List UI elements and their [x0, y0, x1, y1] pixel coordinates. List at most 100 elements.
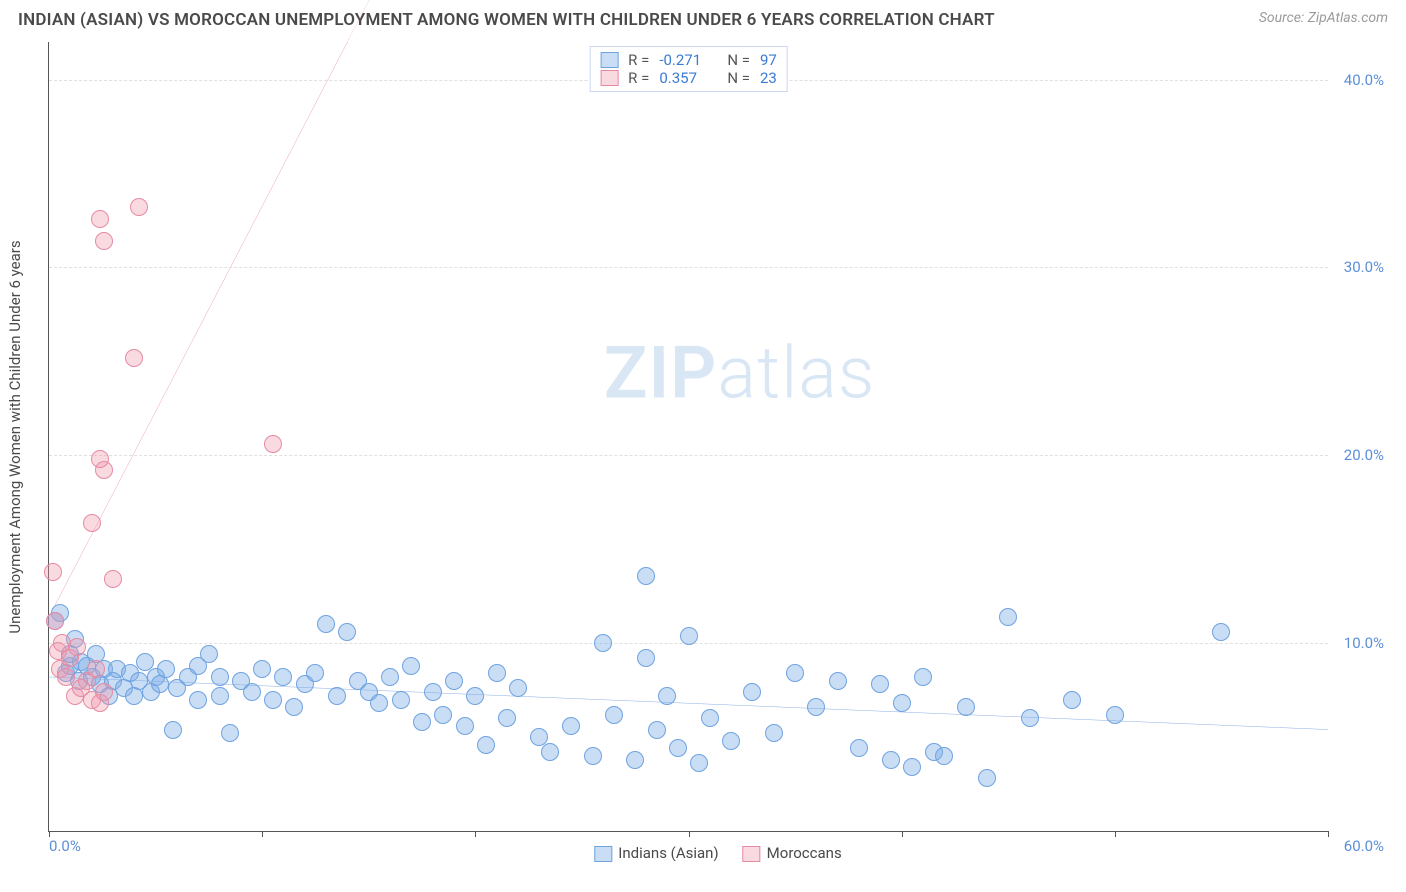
scatter-point-indian — [626, 751, 644, 769]
scatter-point-indian — [253, 660, 271, 678]
scatter-point-indian — [743, 683, 761, 701]
scatter-point-indian — [488, 664, 506, 682]
scatter-point-indian — [338, 623, 356, 641]
scatter-point-indian — [701, 709, 719, 727]
scatter-point-indian — [424, 683, 442, 701]
x-tick-label: 0.0% — [49, 837, 81, 855]
scatter-point-indian — [285, 698, 303, 716]
x-tick — [902, 831, 903, 837]
gridline — [49, 267, 1328, 268]
scatter-point-indian — [999, 608, 1017, 626]
gridline — [49, 455, 1328, 456]
scatter-point-indian — [765, 724, 783, 742]
scatter-point-indian — [211, 668, 229, 686]
x-tick — [262, 831, 263, 837]
series-legend: Indians (Asian) Moroccans — [594, 844, 841, 862]
legend-item-moroccan: Moroccans — [743, 844, 842, 862]
scatter-point-indian — [264, 691, 282, 709]
scatter-point-indian — [243, 683, 261, 701]
scatter-point-indian — [669, 739, 687, 757]
legend-row-indian: R =-0.271N =97 — [600, 51, 777, 69]
scatter-point-indian — [434, 706, 452, 724]
scatter-point-indian — [562, 717, 580, 735]
correlation-legend: R =-0.271N =97R =0.357N =23 — [589, 46, 788, 92]
scatter-point-indian — [541, 743, 559, 761]
scatter-point-indian — [658, 687, 676, 705]
scatter-point-moroccan — [46, 612, 64, 630]
scatter-point-moroccan — [87, 660, 105, 678]
trend-lines — [49, 42, 1328, 831]
x-tick-label: 60.0% — [1344, 837, 1384, 855]
scatter-point-indian — [328, 687, 346, 705]
scatter-point-moroccan — [68, 638, 86, 656]
scatter-point-indian — [189, 691, 207, 709]
plot-region: ZIPatlas R =-0.271N =97R =0.357N =23 Une… — [48, 42, 1328, 832]
scatter-point-indian — [466, 687, 484, 705]
x-tick — [689, 831, 690, 837]
scatter-point-indian — [978, 769, 996, 787]
scatter-point-indian — [274, 668, 292, 686]
scatter-point-indian — [903, 758, 921, 776]
scatter-point-indian — [786, 664, 804, 682]
scatter-point-indian — [637, 567, 655, 585]
scatter-point-indian — [509, 679, 527, 697]
scatter-point-indian — [882, 751, 900, 769]
scatter-point-indian — [381, 668, 399, 686]
scatter-point-indian — [211, 687, 229, 705]
scatter-point-indian — [370, 694, 388, 712]
legend-item-indian: Indians (Asian) — [594, 844, 718, 862]
scatter-point-indian — [456, 717, 474, 735]
scatter-point-indian — [477, 736, 495, 754]
scatter-point-indian — [1106, 706, 1124, 724]
scatter-point-indian — [722, 732, 740, 750]
scatter-point-indian — [221, 724, 239, 742]
scatter-point-indian — [306, 664, 324, 682]
scatter-point-indian — [1021, 709, 1039, 727]
scatter-point-indian — [498, 709, 516, 727]
scatter-point-indian — [594, 634, 612, 652]
scatter-point-moroccan — [91, 210, 109, 228]
scatter-point-indian — [637, 649, 655, 667]
scatter-point-indian — [957, 698, 975, 716]
x-tick — [1328, 831, 1329, 837]
y-tick-label: 30.0% — [1344, 258, 1384, 276]
scatter-point-moroccan — [130, 198, 148, 216]
x-tick — [1115, 831, 1116, 837]
scatter-point-indian — [157, 660, 175, 678]
scatter-point-indian — [807, 698, 825, 716]
scatter-point-moroccan — [83, 514, 101, 532]
scatter-point-moroccan — [264, 435, 282, 453]
chart-area: ZIPatlas R =-0.271N =97R =0.357N =23 Une… — [48, 42, 1388, 862]
scatter-point-indian — [164, 721, 182, 739]
scatter-point-moroccan — [44, 563, 62, 581]
y-axis-label: Unemployment Among Women with Children U… — [6, 240, 24, 633]
source-label: Source: ZipAtlas.com — [1259, 10, 1388, 26]
scatter-point-indian — [402, 657, 420, 675]
scatter-point-moroccan — [91, 450, 109, 468]
scatter-point-indian — [445, 672, 463, 690]
legend-row-moroccan: R =0.357N =23 — [600, 69, 777, 87]
y-tick-label: 40.0% — [1344, 71, 1384, 89]
scatter-point-indian — [871, 675, 889, 693]
scatter-point-indian — [893, 694, 911, 712]
scatter-point-moroccan — [125, 349, 143, 367]
scatter-point-indian — [1212, 623, 1230, 641]
scatter-point-indian — [413, 713, 431, 731]
scatter-point-indian — [914, 668, 932, 686]
scatter-point-moroccan — [95, 232, 113, 250]
y-tick-label: 20.0% — [1344, 446, 1384, 464]
scatter-point-indian — [317, 615, 335, 633]
scatter-point-moroccan — [104, 570, 122, 588]
y-tick-label: 10.0% — [1344, 634, 1384, 652]
chart-title: INDIAN (ASIAN) VS MOROCCAN UNEMPLOYMENT … — [18, 10, 995, 30]
scatter-point-indian — [680, 627, 698, 645]
scatter-point-indian — [648, 721, 666, 739]
scatter-point-indian — [200, 645, 218, 663]
scatter-point-indian — [584, 747, 602, 765]
x-tick — [475, 831, 476, 837]
watermark: ZIPatlas — [604, 331, 876, 416]
scatter-point-indian — [935, 747, 953, 765]
scatter-point-moroccan — [95, 683, 113, 701]
scatter-point-indian — [690, 754, 708, 772]
scatter-point-indian — [829, 672, 847, 690]
